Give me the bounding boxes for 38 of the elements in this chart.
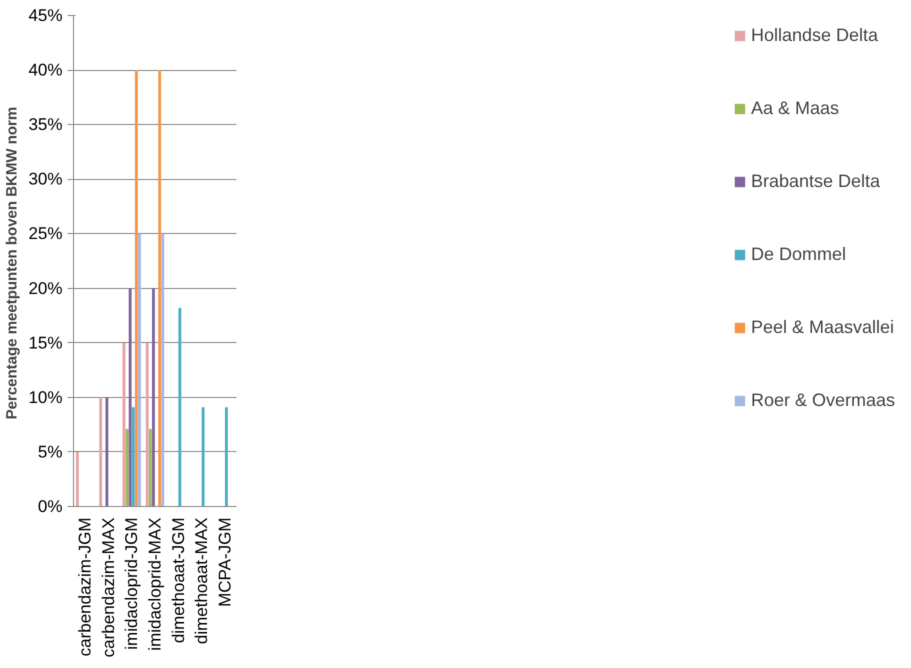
y-tick-label: 0% xyxy=(38,497,63,516)
x-tick-label: imidacloprid-JGM xyxy=(122,518,142,650)
legend-label: Brabantse Delta xyxy=(750,171,880,192)
bar xyxy=(152,288,155,506)
y-tick-label: 40% xyxy=(28,60,63,80)
x-tick-label: dimethoaat-JGM xyxy=(168,517,188,644)
bar xyxy=(99,397,102,506)
y-tick-label: 10% xyxy=(28,388,63,407)
bar xyxy=(224,407,228,506)
bar xyxy=(134,70,138,506)
bar xyxy=(128,288,132,506)
bar xyxy=(138,234,141,506)
x-tick-label: carbendazim-JGM xyxy=(76,517,95,656)
y-axis-title: Percentage meetpunten boven BKMW norm xyxy=(3,106,20,420)
y-tick-label: 20% xyxy=(28,278,63,298)
y-tick-label: 5% xyxy=(38,442,63,462)
x-tick-label: MCPA-JGM xyxy=(215,517,234,607)
legend-label: Roer & Overmaas xyxy=(750,390,895,411)
legend-label: De Dommel xyxy=(750,244,846,265)
bar xyxy=(148,429,152,506)
y-tick-label: 15% xyxy=(28,333,63,352)
legend-label: Peel & Maasvallei xyxy=(750,317,894,338)
bar xyxy=(105,397,108,506)
bar xyxy=(158,70,162,506)
bar xyxy=(122,342,126,506)
legend-label: Hollandse Delta xyxy=(750,25,878,46)
y-tick-label: 25% xyxy=(28,224,63,244)
bar xyxy=(76,452,79,506)
y-tick-label: 35% xyxy=(28,115,63,134)
y-tick-label: 30% xyxy=(28,170,63,189)
x-tick-label: carbendazim-MAX xyxy=(98,518,118,658)
legend-label: Aa & Maas xyxy=(750,98,839,119)
bar xyxy=(178,308,182,506)
x-tick-label: imidacloprid-MAX xyxy=(146,518,164,651)
x-tick-label: dimethoaat-MAX xyxy=(192,517,212,644)
bar xyxy=(126,429,128,506)
bar xyxy=(202,407,205,506)
y-tick-label: 45% xyxy=(28,6,63,25)
